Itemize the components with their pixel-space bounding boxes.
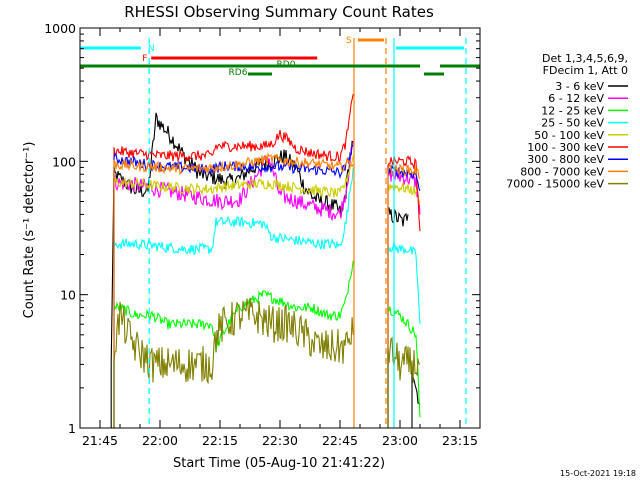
plot-area [80,38,480,428]
legend-label-6: 300 - 800 keV [527,153,604,166]
legend-label-5: 100 - 300 keV [527,141,604,154]
y-tick-label-1: 10 [60,288,76,303]
legend-info-1: FDecim 1, Att 0 [543,64,628,77]
series-line-1-seg-0 [113,141,354,428]
x-tick-label-0: 21:45 [82,433,118,448]
x-tick-label-5: 23:00 [382,433,418,448]
series-line-2-seg-1 [387,306,421,428]
y-tick-label-0: 1 [68,421,76,436]
y-tick-label-2: 100 [52,154,76,169]
series-line-4-seg-0 [113,155,354,428]
legend-label-3: 25 - 50 keV [541,117,604,130]
series-line-8-seg-1 [387,336,421,428]
flag-label-s: S [346,36,352,46]
series-line-6-seg-0 [113,144,354,428]
series-line-3-seg-0 [113,167,354,428]
x-tick-label-4: 22:45 [322,433,358,448]
y-tick-label-3: 1000 [44,21,76,36]
legend-label-8: 7000 - 15000 keV [506,178,604,191]
series-line-5-seg-0 [113,93,354,428]
series-line-7-seg-1 [387,163,421,428]
y-axis-label: Count Rate (s⁻¹ detector⁻¹) [22,142,37,319]
x-tick-label-3: 22:30 [262,433,298,448]
legend-info-0: Det 1,3,4,5,6,9, [542,52,628,65]
series-line-2-seg-0 [113,260,354,428]
series-line-6-seg-1 [387,164,421,428]
series-line-0-seg-1 [387,207,409,428]
chart-title: RHESSI Observing Summary Count Rates [124,3,434,21]
flag-label-rd6: RD6 [229,68,248,78]
legend-label-0: 3 - 6 keV [555,80,604,93]
flag-label-n: N [148,44,155,54]
flag-label-rd0: RD0 [277,60,296,70]
series-line-4-seg-1 [387,182,421,428]
x-tick-label-2: 22:15 [202,433,238,448]
legend-label-1: 6 - 12 keV [548,92,604,105]
series-line-5-seg-1 [387,155,421,428]
timestamp: 15-Oct-2021 19:18 [560,469,636,478]
series-line-3-seg-1 [387,241,421,428]
series-line-0-seg-0 [110,112,354,428]
series-line-1-seg-1 [387,167,421,428]
flag-label-f: F [142,54,147,64]
x-tick-label-6: 23:15 [442,433,478,448]
x-tick-label-1: 22:00 [142,433,178,448]
legend-label-4: 50 - 100 keV [534,129,604,142]
legend-label-2: 12 - 25 keV [541,104,604,117]
series-line-8-seg-0 [113,297,354,428]
legend-label-7: 800 - 7000 keV [520,165,604,178]
x-axis-label: Start Time (05-Aug-10 21:41:22) [173,456,385,471]
series-line-7-seg-0 [113,152,354,428]
